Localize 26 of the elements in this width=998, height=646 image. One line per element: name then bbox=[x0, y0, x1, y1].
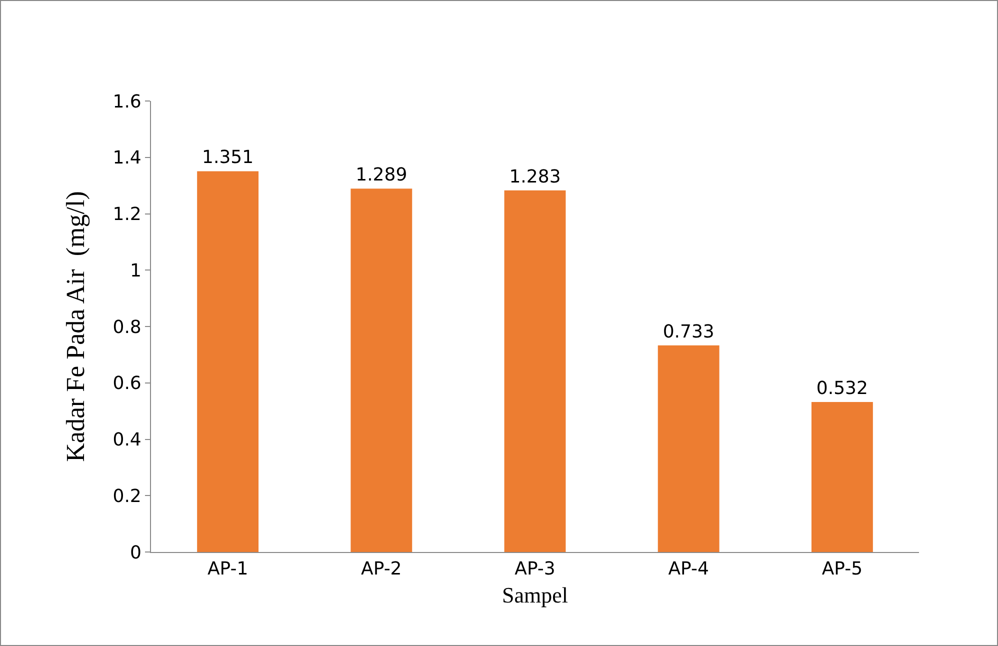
y-tick-label: 0.2 bbox=[112, 486, 142, 507]
x-tick-label: AP-1 bbox=[207, 558, 248, 580]
y-tick-label: 1.6 bbox=[112, 91, 142, 112]
y-tick-label: 0.4 bbox=[112, 430, 142, 451]
x-tick-label: AP-2 bbox=[361, 558, 402, 580]
x-tick-label: AP-5 bbox=[822, 558, 863, 580]
x-axis-title: Sampel bbox=[502, 582, 568, 608]
y-tick-label: 0.6 bbox=[112, 373, 142, 394]
data-label: 1.351 bbox=[202, 147, 254, 168]
y-tick-label: 1 bbox=[130, 260, 142, 282]
bar bbox=[658, 345, 720, 552]
bar bbox=[197, 171, 259, 552]
bar bbox=[811, 402, 873, 552]
data-label: 1.289 bbox=[356, 164, 408, 186]
y-tick-label: 1.2 bbox=[112, 204, 142, 226]
y-axis-title: Kadar Fe Pada Air (mg/l) bbox=[61, 191, 90, 462]
data-label: 0.733 bbox=[662, 321, 714, 342]
y-tick-label: 0.8 bbox=[112, 316, 142, 338]
x-tick-label: AP-3 bbox=[514, 558, 556, 580]
y-tick-label: 1.4 bbox=[112, 148, 142, 169]
bar bbox=[350, 188, 412, 552]
y-tick-label: 0 bbox=[130, 542, 142, 564]
x-tick-label: AP-4 bbox=[668, 558, 709, 580]
bar bbox=[504, 190, 566, 552]
data-label: 1.283 bbox=[509, 166, 561, 188]
data-label: 0.532 bbox=[816, 378, 868, 400]
